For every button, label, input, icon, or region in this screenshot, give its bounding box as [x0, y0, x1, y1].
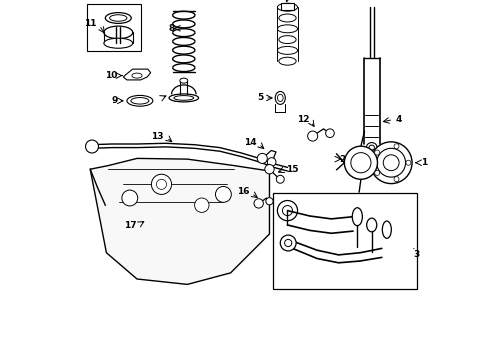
Text: 12: 12 [296, 115, 309, 124]
Circle shape [276, 175, 284, 183]
Circle shape [151, 174, 172, 194]
Text: 15: 15 [286, 165, 298, 174]
Circle shape [156, 179, 167, 189]
Ellipse shape [279, 57, 296, 65]
Ellipse shape [104, 26, 133, 39]
Circle shape [257, 153, 268, 163]
Ellipse shape [105, 13, 131, 23]
Circle shape [308, 131, 318, 141]
Circle shape [375, 150, 380, 155]
Circle shape [406, 160, 411, 165]
Text: 8: 8 [169, 24, 175, 33]
Text: 9: 9 [111, 96, 118, 105]
Circle shape [394, 144, 399, 149]
Circle shape [370, 142, 412, 184]
Circle shape [344, 146, 377, 179]
Text: 4: 4 [395, 115, 401, 124]
Circle shape [394, 177, 399, 182]
Text: 2: 2 [340, 154, 346, 163]
Polygon shape [90, 158, 270, 284]
Ellipse shape [110, 15, 127, 21]
Ellipse shape [279, 14, 296, 22]
Text: 13: 13 [151, 132, 164, 140]
Bar [87, 4, 141, 51]
Ellipse shape [104, 38, 133, 48]
Circle shape [265, 165, 274, 174]
Ellipse shape [275, 91, 285, 104]
Ellipse shape [367, 218, 377, 232]
Ellipse shape [277, 94, 283, 102]
Ellipse shape [277, 3, 297, 11]
Text: 16: 16 [237, 188, 250, 197]
Ellipse shape [277, 25, 297, 33]
Circle shape [351, 153, 371, 173]
Text: 10: 10 [105, 71, 118, 80]
Polygon shape [123, 69, 151, 80]
Circle shape [280, 235, 296, 251]
Ellipse shape [169, 94, 198, 102]
Ellipse shape [367, 143, 377, 153]
Circle shape [326, 129, 334, 138]
Text: 6: 6 [293, 0, 299, 1]
Ellipse shape [277, 46, 297, 54]
Text: 11: 11 [84, 19, 97, 28]
Circle shape [282, 206, 293, 216]
Ellipse shape [279, 36, 296, 44]
Circle shape [254, 199, 263, 208]
Circle shape [266, 198, 273, 205]
Bar [281, 3, 294, 10]
Ellipse shape [132, 73, 142, 78]
Circle shape [216, 186, 231, 202]
Circle shape [277, 201, 297, 221]
Circle shape [86, 140, 98, 153]
Circle shape [195, 198, 209, 212]
Ellipse shape [382, 221, 392, 238]
Text: 17: 17 [124, 221, 137, 230]
Ellipse shape [127, 95, 153, 106]
Circle shape [377, 148, 406, 177]
Circle shape [383, 155, 399, 171]
Ellipse shape [352, 208, 363, 226]
Circle shape [375, 170, 380, 175]
Ellipse shape [131, 98, 149, 104]
Ellipse shape [369, 145, 374, 150]
Text: 5: 5 [257, 94, 263, 102]
Circle shape [122, 190, 138, 206]
Circle shape [268, 158, 276, 166]
Circle shape [285, 239, 292, 247]
Bar [273, 193, 417, 289]
Text: 14: 14 [244, 138, 257, 147]
Text: 1: 1 [421, 158, 427, 167]
Ellipse shape [174, 96, 194, 100]
Text: 7: 7 [172, 95, 179, 104]
Text: 3: 3 [414, 251, 420, 259]
Ellipse shape [180, 78, 188, 83]
